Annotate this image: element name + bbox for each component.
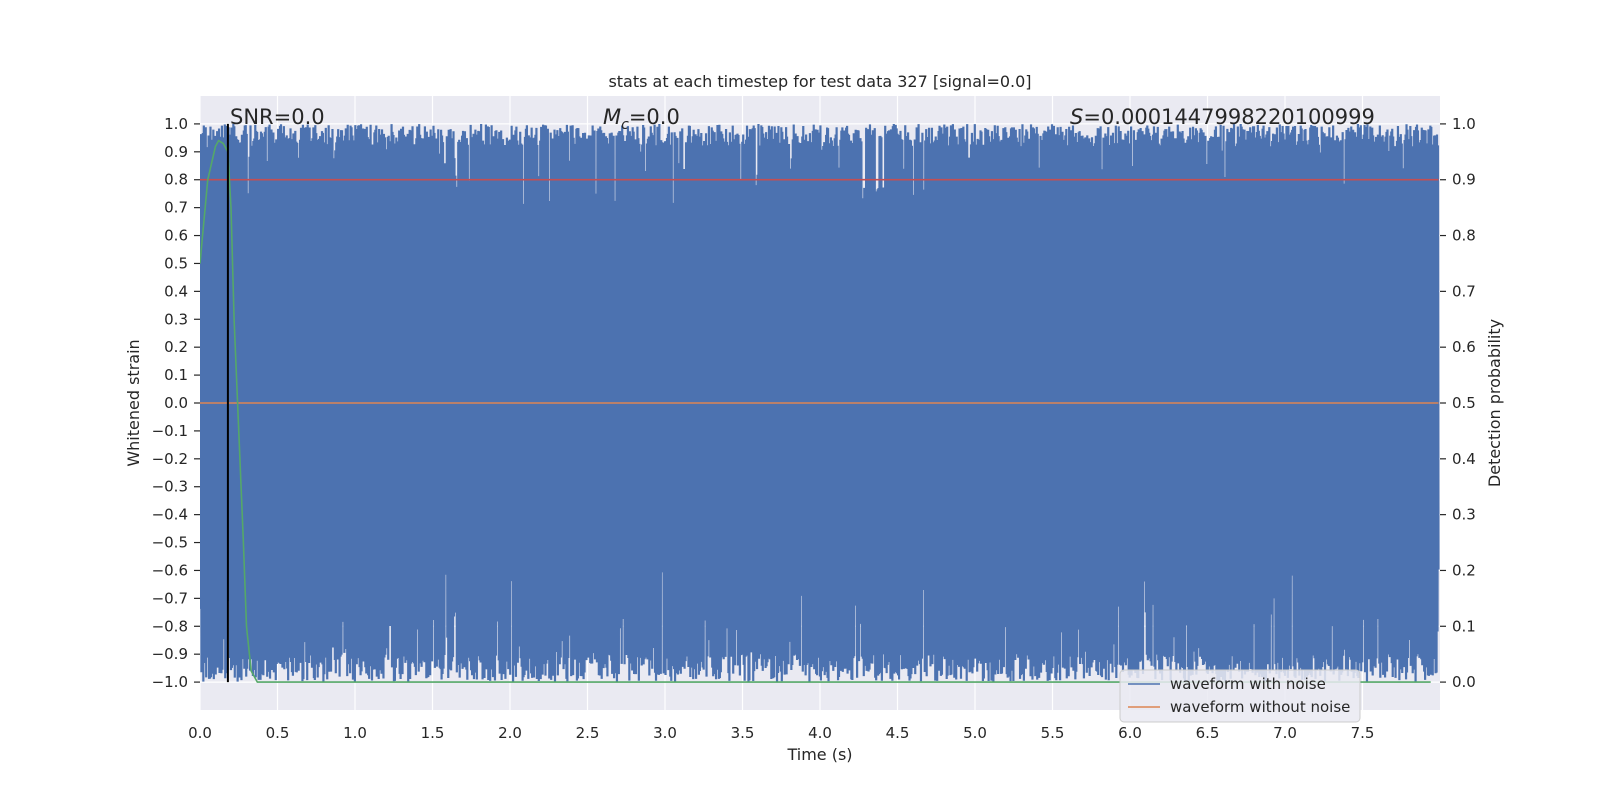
y2-axis-ticks: 1.0 0.9 0.8 0.7 0.6 0.5 0.4 0.3 0.2 0.1 0.0 bbox=[1440, 115, 1476, 691]
y-tick-label: −0.1 bbox=[152, 422, 188, 440]
y-tick-label: 1.0 bbox=[164, 115, 188, 133]
y-tick-label: 0.0 bbox=[164, 394, 188, 412]
mc-annotation: Mc=0.0 bbox=[603, 105, 680, 133]
x-tick-label: 7.5 bbox=[1351, 724, 1375, 742]
y-tick-label: 0.4 bbox=[164, 282, 188, 300]
y-tick-label: −0.4 bbox=[152, 506, 188, 524]
y2-tick-label: 0.4 bbox=[1452, 450, 1476, 468]
mc-subscript: c bbox=[621, 117, 629, 133]
y2-tick-label: 1.0 bbox=[1452, 115, 1476, 133]
y-tick-label: −0.9 bbox=[152, 645, 188, 663]
y-tick-label: 0.9 bbox=[164, 143, 188, 161]
x-tick-label: 6.5 bbox=[1196, 724, 1220, 742]
y-tick-label: −0.2 bbox=[152, 450, 188, 468]
x-tick-label: 4.0 bbox=[808, 724, 832, 742]
x-tick-label: 4.5 bbox=[886, 724, 910, 742]
legend-label-clean: waveform without noise bbox=[1170, 698, 1350, 716]
y-tick-label: −0.3 bbox=[152, 478, 188, 496]
y2-tick-label: 0.0 bbox=[1452, 673, 1476, 691]
x-tick-label: 7.0 bbox=[1273, 724, 1297, 742]
y-tick-label: −0.5 bbox=[152, 534, 188, 552]
series-line-noise bbox=[200, 123, 1440, 683]
y2-tick-label: 0.9 bbox=[1452, 171, 1476, 189]
x-axis-ticks: 0.0 0.5 1.0 1.5 2.0 2.5 3.0 3.5 4.0 4.5 5.0 5.5 6.0 6… bbox=[188, 724, 1374, 742]
waveform-with-noise-series bbox=[200, 123, 1440, 683]
y-tick-label: −0.8 bbox=[152, 617, 188, 635]
x-tick-label: 5.0 bbox=[963, 724, 987, 742]
chart-title: stats at each timestep for test data 327… bbox=[608, 72, 1031, 91]
y2-tick-label: 0.7 bbox=[1452, 282, 1476, 300]
y-tick-label: 0.7 bbox=[164, 199, 188, 217]
x-tick-label: 0.0 bbox=[188, 724, 212, 742]
y2-axis-label: Detection probability bbox=[1485, 319, 1504, 487]
x-tick-label: 0.5 bbox=[266, 724, 290, 742]
y2-tick-label: 0.3 bbox=[1452, 506, 1476, 524]
series-line-3 bbox=[200, 139, 1431, 683]
y2-tick-label: 0.6 bbox=[1452, 338, 1476, 356]
y2-tick-label: 0.2 bbox=[1452, 561, 1476, 579]
y-tick-label: −0.6 bbox=[152, 561, 188, 579]
mc-value: =0.0 bbox=[629, 105, 680, 129]
y-tick-label: 0.5 bbox=[164, 254, 188, 272]
y-tick-label: −1.0 bbox=[152, 673, 188, 691]
y-tick-label: 0.3 bbox=[164, 310, 188, 328]
mc-symbol: M bbox=[603, 105, 621, 129]
x-tick-label: 2.5 bbox=[576, 724, 600, 742]
y2-tick-label: 0.1 bbox=[1452, 617, 1476, 635]
x-tick-label: 1.0 bbox=[343, 724, 367, 742]
x-tick-label: 3.0 bbox=[653, 724, 677, 742]
y2-tick-label: 0.5 bbox=[1452, 394, 1476, 412]
y-axis-label: Whitened strain bbox=[124, 339, 143, 466]
y-axis-ticks: 1.0 0.9 0.8 0.7 0.6 0.5 0.4 0.3 0.2 0.1 0.0 −0.1 −0.… bbox=[152, 115, 200, 691]
y-tick-label: 0.8 bbox=[164, 171, 188, 189]
x-axis-label: Time (s) bbox=[786, 745, 852, 764]
snr-annotation: SNR=0.0 bbox=[230, 105, 325, 129]
s-value: =0.0001447998220100999 bbox=[1083, 105, 1375, 129]
legend-box bbox=[1119, 669, 1361, 723]
x-tick-label: 3.5 bbox=[731, 724, 755, 742]
y-tick-label: 0.1 bbox=[164, 366, 188, 384]
x-tick-label: 1.5 bbox=[421, 724, 445, 742]
s-symbol: S bbox=[1070, 105, 1083, 129]
legend-label-noise: waveform with noise bbox=[1170, 675, 1326, 693]
y-tick-label: 0.6 bbox=[164, 227, 188, 245]
y2-tick-label: 0.8 bbox=[1452, 227, 1476, 245]
s-annotation: S=0.0001447998220100999 bbox=[1070, 105, 1375, 129]
x-tick-label: 6.0 bbox=[1118, 724, 1142, 742]
line-series bbox=[200, 139, 1439, 683]
y-tick-label: −0.7 bbox=[152, 589, 188, 607]
legend: waveform with noise waveform without noi… bbox=[1119, 669, 1361, 723]
y-tick-label: 0.2 bbox=[164, 338, 188, 356]
x-tick-label: 2.0 bbox=[498, 724, 522, 742]
x-tick-label: 5.5 bbox=[1041, 724, 1065, 742]
